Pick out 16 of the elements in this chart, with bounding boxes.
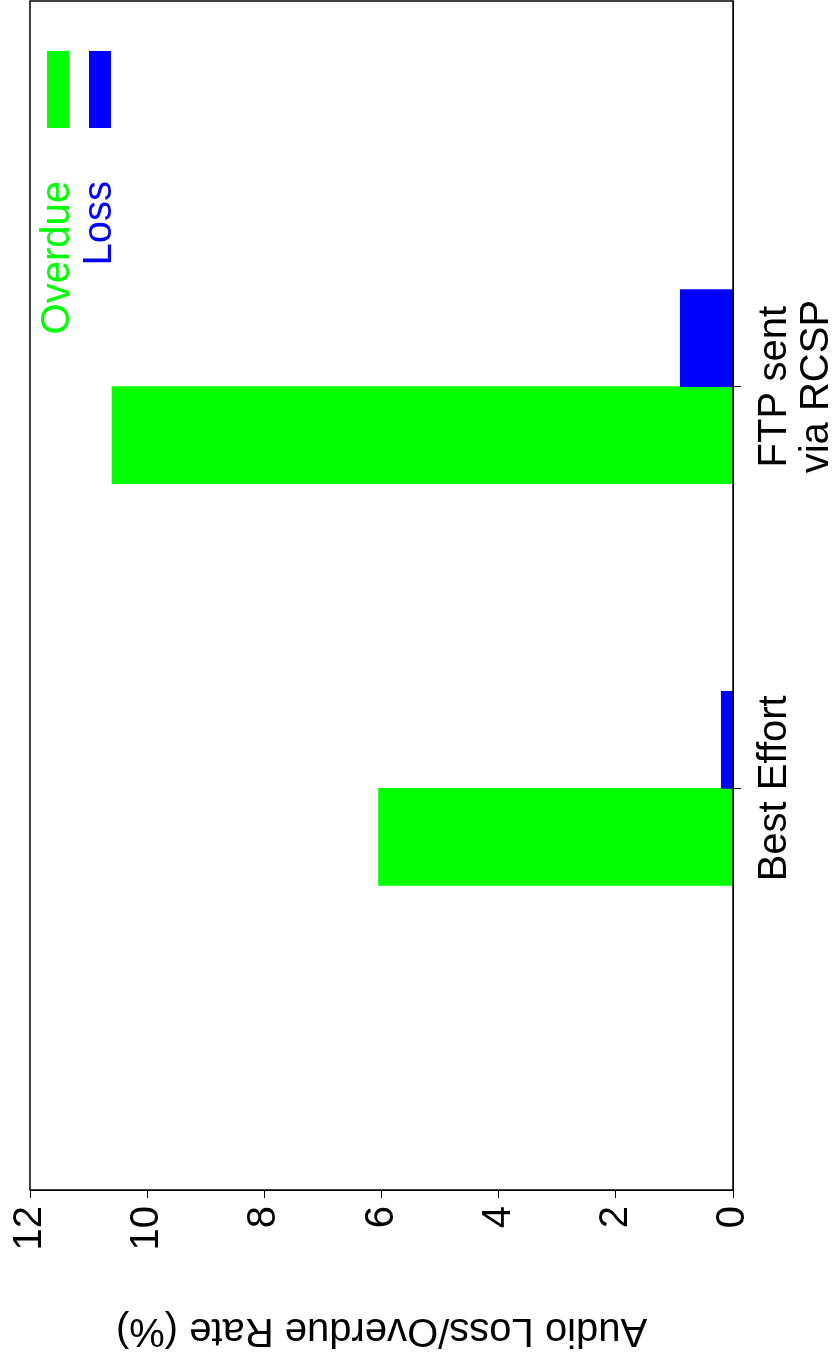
x-tick-label: 12 <box>5 1206 50 1251</box>
y-tick-label: Best Effort <box>750 695 795 882</box>
bar <box>720 690 733 789</box>
x-tick-label: 2 <box>590 1206 635 1229</box>
x-tick-label: 4 <box>473 1206 518 1229</box>
x-tick-label: 8 <box>239 1206 284 1229</box>
x-tick-label: 10 <box>122 1206 167 1251</box>
x-tick-label: 6 <box>356 1206 401 1229</box>
bar <box>378 787 733 886</box>
x-axis-title: Audio Loss/Overdue Rate (%) <box>115 1310 648 1355</box>
bar <box>679 289 733 387</box>
x-tick-label: 0 <box>708 1206 753 1229</box>
y-tick-label: FTP sent via RCSP <box>750 299 833 474</box>
bar <box>111 386 733 484</box>
text: Overdue <box>33 181 78 335</box>
text: Loss <box>75 181 120 266</box>
